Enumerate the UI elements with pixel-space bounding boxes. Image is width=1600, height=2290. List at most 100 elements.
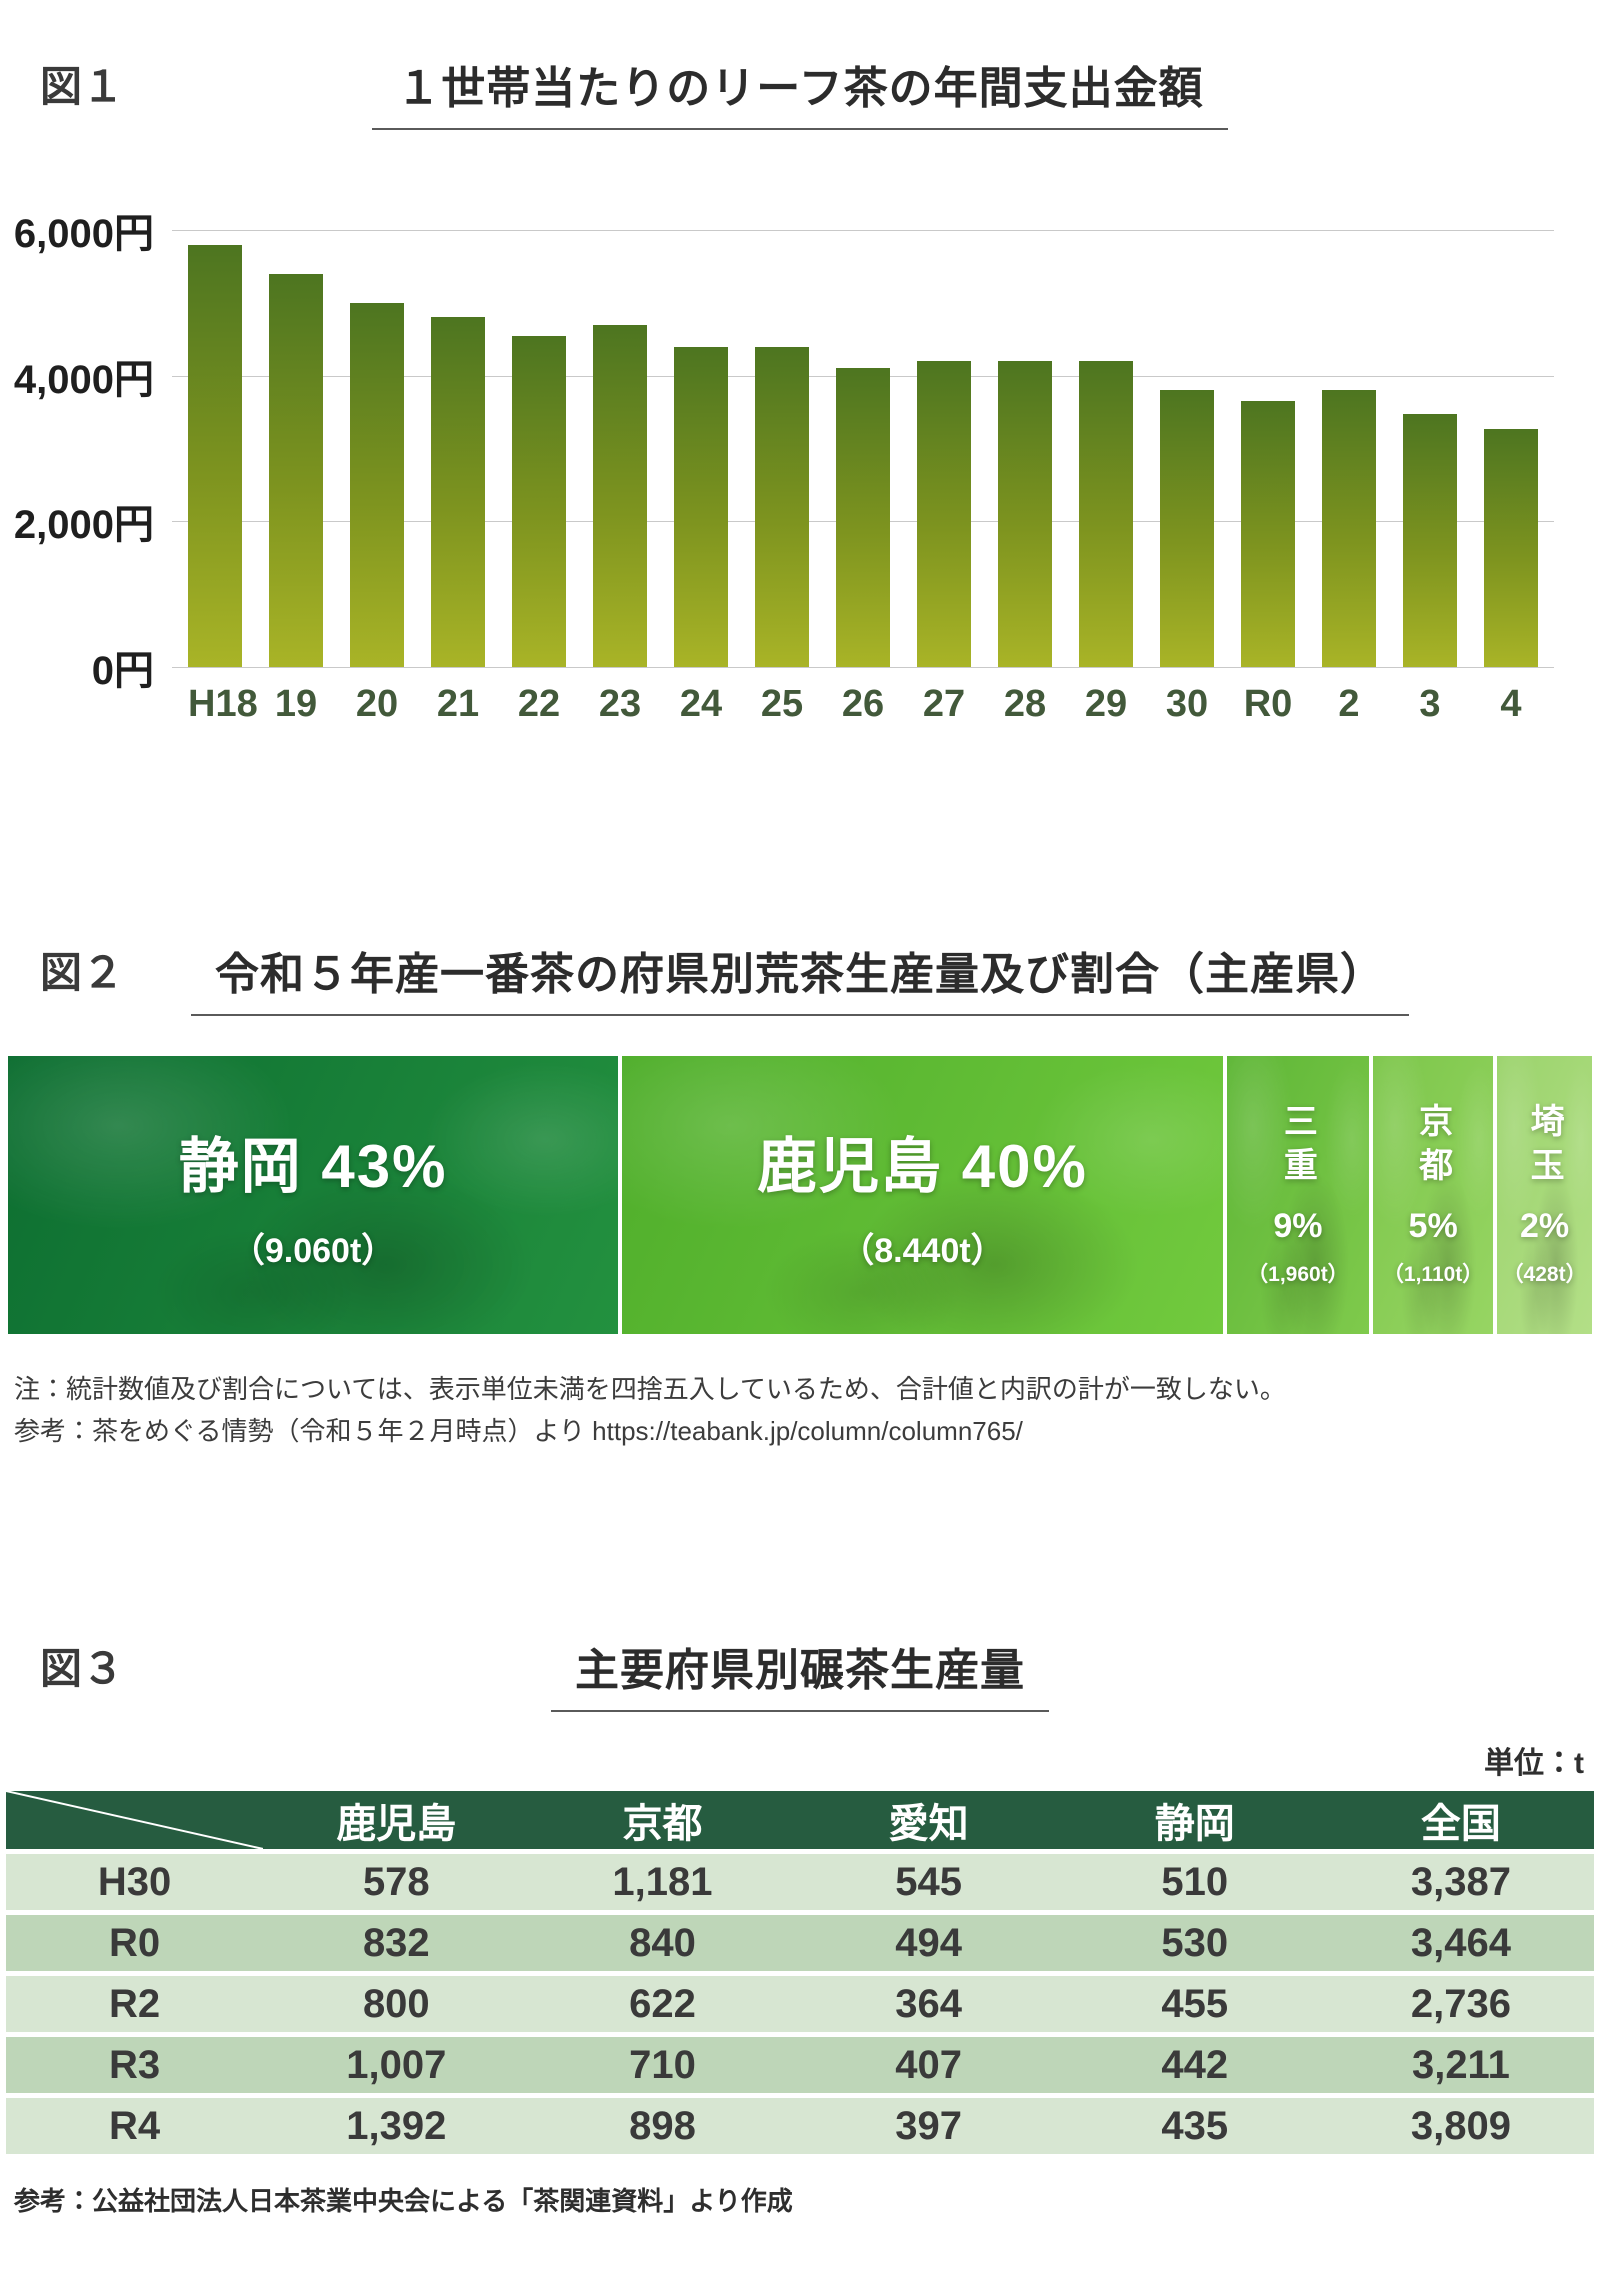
fig3-cell: 455 (1061, 1976, 1328, 2033)
fig1-bar (593, 324, 647, 667)
fig3-cell: 832 (263, 1915, 530, 1972)
fig1-bar (836, 368, 890, 667)
fig1-x-tick: 29 (1084, 683, 1128, 725)
fig2-label: 図２ (40, 949, 125, 996)
fig3-cell: 1,181 (529, 1854, 796, 1911)
fig2-segment-title: 鹿児島 40% (757, 1133, 1088, 1200)
fig1-bar (674, 346, 728, 667)
fig3-column-header: 鹿児島 (263, 1791, 530, 1850)
fig3-cell: 407 (795, 2037, 1062, 2094)
fig1-header: 図１ １世帯当たりのリーフ茶の年間支出金額 (0, 52, 1600, 130)
fig1-bar (755, 346, 809, 667)
fig1-x-tick: 19 (274, 683, 318, 725)
fig3-column-header: 全国 (1327, 1791, 1594, 1850)
fig3-cell: 2,736 (1327, 1976, 1594, 2033)
fig2-segment-amount: （428t） (1502, 1262, 1587, 1286)
fig1-x-tick: 2 (1338, 683, 1360, 725)
fig1-bar (1322, 390, 1376, 667)
fig2-note: 注：統計数値及び割合については、表示単位未満を四捨五入しているため、合計値と内訳… (14, 1374, 1286, 1404)
gridline-0 (172, 667, 1554, 668)
fig1-bar (1403, 413, 1457, 667)
fig1-bar (350, 302, 404, 667)
fig1-bar (998, 361, 1052, 667)
corner-diagonal-line (6, 1791, 263, 1849)
fig3-cell: 3,211 (1327, 2037, 1594, 2094)
fig2-segment-name: 埼玉 (1525, 1102, 1564, 1191)
fig3-table-row: R2 800 622 364 455 2,736 (6, 1976, 1594, 2033)
fig3-cell: 898 (529, 2098, 796, 2155)
fig2-segment-amount: （1,960t） (1247, 1262, 1349, 1286)
fig2-segment-pct: 9% (1273, 1206, 1323, 1245)
fig2-segment: 埼玉 2% （428t） (1497, 1056, 1592, 1334)
fig2-segment: 静岡 43% （9.060t） (8, 1056, 619, 1334)
fig1-bar (512, 335, 566, 667)
fig2-segment-pct: 2% (1520, 1206, 1570, 1245)
fig1-x-tick: 25 (760, 683, 804, 725)
fig2-segment-amount: （9.060t） (230, 1232, 396, 1270)
fig3-cell: 710 (529, 2037, 796, 2094)
fig3-cell: 510 (1061, 1854, 1328, 1911)
fig2-band: 静岡 43% （9.060t） 鹿児島 40% （8.440t） 三重 9% （1,960t… (8, 1056, 1592, 1334)
fig1-bar (1079, 361, 1133, 667)
fig1-y-tick: 6,000円 (13, 212, 154, 256)
fig3-header: 図３ 主要府県別碾茶生産量 (0, 1634, 1600, 1713)
fig2-segment-pct: 5% (1408, 1206, 1458, 1245)
fig1-x-tick: 30 (1165, 683, 1209, 725)
fig1-bar (188, 244, 242, 667)
fig3-cell: 578 (263, 1854, 530, 1911)
fig1-y-tick: 0円 (91, 649, 154, 693)
fig1-x-tick: H18 (188, 683, 258, 725)
fig2-segment-title: 静岡 43% (178, 1133, 448, 1200)
fig1-x-tick: 3 (1419, 683, 1441, 725)
fig1-bar-chart: 6,000円 4,000円 2,000円 0円 H18 19 20 21 22 23 24 2… (0, 212, 1600, 726)
fig1-plot-area: 6,000円 4,000円 2,000円 0円 (14, 212, 1554, 693)
fig3-cell: 442 (1061, 2037, 1328, 2094)
fig3-cell: 545 (795, 1854, 1062, 1911)
fig1-y-tick: 2,000円 (13, 503, 154, 548)
tea-infographic-page: 図１ １世帯当たりのリーフ茶の年間支出金額 6,000円 4,000円 2,00… (0, 52, 1600, 2218)
fig3-cell: 494 (795, 1915, 1062, 1972)
fig2-notes: 注：統計数値及び割合については、表示単位未満を四捨五入しているため、合計値と内訳… (14, 1368, 1600, 1452)
fig1-label: 図１ (40, 63, 125, 110)
fig3-row-label: R0 (6, 1915, 264, 1972)
fig3-row-label: R2 (6, 1976, 264, 2033)
fig3-table-row: H30 578 1,181 545 510 3,387 (6, 1854, 1594, 1911)
fig2-segment: 三重 9% （1,960t） (1226, 1056, 1370, 1334)
fig1-x-tick: 23 (598, 683, 642, 725)
fig3-cell: 3,464 (1327, 1915, 1594, 1972)
fig3-row-label: H30 (6, 1854, 264, 1911)
fig3-cell: 397 (795, 2098, 1062, 2155)
fig2-segment-name: 三重 (1278, 1102, 1317, 1191)
fig3-table-body: H30 578 1,181 545 510 3,387 R0 832 840 494 530 3,46… (6, 1854, 1594, 2155)
fig3-column-header: 静岡 (1061, 1791, 1328, 1850)
fig1-x-tick: 20 (355, 683, 399, 725)
fig3-cell: 3,387 (1327, 1854, 1594, 1911)
fig2-segment-amount: （8.440t） (840, 1232, 1005, 1270)
fig3-cell: 435 (1061, 2098, 1328, 2155)
fig2-segment: 京都 5% （1,110t） (1373, 1056, 1494, 1334)
fig1-x-labels: H18 19 20 21 22 23 24 25 26 27 28 29 30 R0 2 3 4 (172, 683, 1554, 726)
fig1-bars (172, 230, 1554, 667)
fig1-x-tick: 4 (1500, 683, 1522, 725)
gridline-6000 (172, 230, 1554, 231)
fig3-cell: 364 (795, 1976, 1062, 2033)
fig3-table: 鹿児島 京都 愛知 静岡 全国 H30 578 1,181 545 510 3,387 R0 832 8… (6, 1786, 1594, 2159)
fig1-title: １世帯当たりのリーフ茶の年間支出金額 (372, 52, 1228, 130)
fig3-row-label: R4 (6, 2098, 264, 2155)
fig1-x-tick: 24 (679, 683, 723, 725)
fig3-table-row: R0 832 840 494 530 3,464 (6, 1915, 1594, 1972)
fig3-cell: 840 (529, 1915, 796, 1972)
fig3-source: 参考：公益社団法人日本茶業中央会による「茶関連資料」より作成 (14, 2186, 793, 2217)
fig1-x-tick: 22 (517, 683, 561, 725)
fig2-segment-amount: （1,110t） (1382, 1262, 1484, 1286)
fig3-label: 図３ (40, 1645, 125, 1693)
fig1-x-tick: 26 (841, 683, 885, 725)
fig1-x-tick: 21 (436, 683, 480, 725)
fig1-y-tick: 4,000円 (13, 357, 154, 402)
fig1-bar (1484, 428, 1538, 667)
fig1-x-tick: 28 (1003, 683, 1047, 725)
fig3-row-label: R3 (6, 2037, 264, 2094)
fig1-x-tick: R0 (1243, 683, 1293, 725)
fig2-segment-name: 京都 (1413, 1102, 1452, 1191)
fig3-cell: 800 (263, 1976, 530, 2033)
